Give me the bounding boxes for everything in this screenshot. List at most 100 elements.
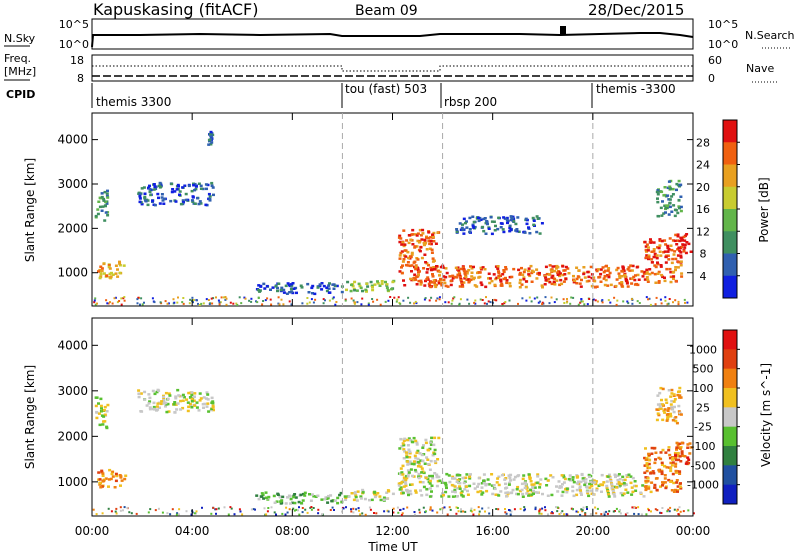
power-echo-cell <box>365 282 369 285</box>
power-echo-cell <box>621 270 625 273</box>
velocity-strip-cell <box>687 509 690 512</box>
power-echo-cell <box>528 232 532 235</box>
power-echo-cell <box>652 241 656 244</box>
power-echo-cell <box>527 273 531 276</box>
velocity-echo-cell <box>497 483 501 487</box>
power-echo-cell <box>661 275 665 279</box>
power-echo-cell <box>497 271 501 275</box>
velocity-echo-cell <box>525 487 529 490</box>
power-echo-cell <box>562 280 566 283</box>
velocity-echo-cell <box>532 483 536 486</box>
velocity-echo-cell <box>314 495 318 498</box>
velocity-echo-cell <box>523 486 527 489</box>
power-strip-cell <box>674 299 677 302</box>
velocity-echo-cell <box>406 491 410 494</box>
power-echo-cell <box>461 285 465 288</box>
power-strip-cell <box>266 297 269 300</box>
power-echo-cell <box>497 276 501 280</box>
power-strip-cell <box>367 302 370 305</box>
power-echo-cell <box>207 192 211 196</box>
velocity-strip-cell <box>350 508 352 511</box>
power-echo-cell <box>462 217 466 221</box>
power-echo-cell <box>564 265 568 269</box>
velocity-echo-cell <box>677 458 681 462</box>
power-echo-cell <box>271 286 275 289</box>
velocity-echo-cell <box>406 475 410 478</box>
velocity-echo-cell <box>631 490 635 494</box>
velocity-echo-cell <box>333 499 337 502</box>
power-echo-cell <box>325 286 329 289</box>
power-strip-cell <box>579 301 582 304</box>
power-strip-cell <box>528 296 531 299</box>
velocity-echo-cell <box>512 478 516 481</box>
power-echo-cell <box>659 264 663 267</box>
velocity-echo-cell <box>162 402 166 405</box>
velocity-strip-cell <box>443 506 446 509</box>
power-echo-cell <box>676 235 680 238</box>
power-echo-cell <box>431 273 434 276</box>
power-echo-cell <box>670 210 674 213</box>
velocity-echo-cell <box>99 410 103 413</box>
velocity-echo-cell <box>419 465 423 468</box>
velocity-echo-cell <box>458 485 462 488</box>
power-echo-cell <box>668 205 672 209</box>
power-strip-cell <box>143 301 145 304</box>
power-strip-cell <box>649 303 652 306</box>
power-echo-cell <box>643 278 647 281</box>
power-strip-cell <box>217 299 220 302</box>
power-echo-cell <box>656 189 660 192</box>
power-echo-cell <box>602 270 606 274</box>
power-echo-cell <box>99 196 103 200</box>
velocity-echo-cell <box>560 494 564 497</box>
power-echo-cell <box>492 273 496 276</box>
power-echo-cell <box>451 274 455 278</box>
power-echo-cell <box>553 269 556 273</box>
velocity-echo-cell <box>572 480 576 484</box>
velocity-strip-cell <box>585 506 588 508</box>
velocity-strip-cell <box>195 510 198 513</box>
power-echo-cell <box>626 285 630 288</box>
velocity-echo-cell <box>404 484 408 487</box>
power-strip-cell <box>435 299 438 302</box>
velocity-echo-cell <box>102 409 106 412</box>
velocity-echo-cell <box>672 394 676 397</box>
velocity-echo-cell <box>660 463 664 466</box>
velocity-echo-cell <box>522 474 526 477</box>
velocity-strip-cell <box>342 507 345 510</box>
power-echo-cell <box>609 283 613 287</box>
power-strip-cell <box>257 296 260 299</box>
power-echo-cell <box>502 269 506 272</box>
velocity-echo-cell <box>521 492 525 496</box>
velocity-echo-cell <box>669 469 673 473</box>
power-echo-cell <box>143 192 147 195</box>
velocity-strip-cell <box>345 506 347 509</box>
velocity-strip-cell <box>633 512 636 515</box>
velocity-echo-cell <box>664 398 668 401</box>
velocity-echo-cell <box>595 489 599 492</box>
velocity-echo-cell <box>647 487 651 490</box>
velocity-strip-cell <box>217 507 220 510</box>
velocity-echo-cell <box>433 448 437 452</box>
velocity-echo-cell <box>675 441 679 445</box>
power-echo-cell <box>674 257 678 261</box>
power-echo-cell <box>547 277 551 281</box>
power-echo-cell <box>560 282 564 286</box>
power-strip-cell <box>616 299 619 302</box>
power-strip-cell <box>344 299 347 302</box>
power-strip-cell <box>322 298 325 301</box>
velocity-echo-cell <box>281 495 285 499</box>
power-echo-cell <box>451 276 455 280</box>
power-echo-cell <box>175 188 179 191</box>
nsearch-tick-bottom: 10^0 <box>708 38 738 51</box>
power-strip-cell <box>601 301 604 304</box>
power-echo-cell <box>160 193 164 196</box>
power-echo-cell <box>672 253 676 256</box>
velocity-echo-cell <box>588 475 591 479</box>
velocity-echo-cell <box>610 483 614 486</box>
power-echo-cell <box>517 268 521 272</box>
power-echo-cell <box>376 280 379 283</box>
power-echo-cell <box>650 261 654 264</box>
power-echo-cell <box>99 272 103 276</box>
velocity-strip-cell <box>596 507 599 510</box>
velocity-echo-cell <box>589 480 593 483</box>
